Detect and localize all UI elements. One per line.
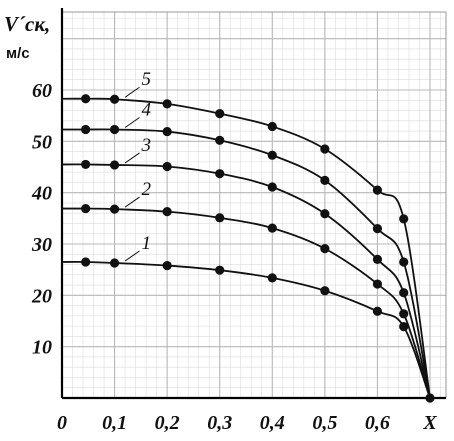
x-tick-label: 0,6 <box>365 412 390 434</box>
curve-label: 5 <box>141 69 151 90</box>
data-point-2 <box>215 213 225 223</box>
data-point-4 <box>372 224 383 234</box>
y-tick-label: 10 <box>32 337 52 359</box>
data-point-1 <box>81 257 91 267</box>
data-point-2 <box>81 203 91 214</box>
data-point-1 <box>215 265 225 275</box>
data-point-2 <box>267 223 277 233</box>
data-point-4 <box>215 135 225 145</box>
data-point-3 <box>372 254 383 264</box>
data-point-4 <box>320 175 330 185</box>
data-point-5 <box>215 109 225 119</box>
data-point-1 <box>320 286 330 296</box>
curve-label-leader <box>124 152 140 164</box>
data-point-2 <box>320 244 330 254</box>
data-point-4 <box>109 124 120 135</box>
data-point-3 <box>81 159 91 170</box>
curve-label: 4 <box>141 100 151 121</box>
x-tick-label: 0 <box>57 412 67 434</box>
data-point-5 <box>81 94 91 104</box>
data-point-5 <box>162 99 172 109</box>
series-line-4 <box>62 128 431 399</box>
curve-label: 2 <box>141 179 151 200</box>
curve-label-leader <box>124 250 140 262</box>
data-point-4 <box>162 126 172 137</box>
x-tick-label: 0,3 <box>207 412 232 434</box>
data-point-3 <box>215 169 225 179</box>
data-point-3 <box>109 160 120 170</box>
y-tick-label: 20 <box>31 285 52 307</box>
x-tick-label: 0,5 <box>312 412 337 434</box>
data-point-4 <box>399 257 409 267</box>
series-line-5 <box>61 97 431 399</box>
data-point-5 <box>109 94 120 104</box>
data-point-1 <box>267 273 277 283</box>
data-point-3 <box>320 209 330 219</box>
series-line-2 <box>61 207 431 399</box>
data-point-1 <box>109 258 120 268</box>
data-point-2 <box>109 204 120 214</box>
curve-label-leader <box>124 196 140 208</box>
data-point-2 <box>372 279 383 289</box>
curve-label-leader <box>124 117 140 128</box>
x-tick-label: 0,4 <box>260 412 285 434</box>
data-point-5 <box>372 185 383 195</box>
data-point-5 <box>320 144 330 154</box>
data-point-5 <box>399 214 409 224</box>
data-point-4 <box>267 150 277 160</box>
y-tick-label: 30 <box>31 234 52 256</box>
x-end-label: X <box>422 412 437 434</box>
data-point-1 <box>162 260 172 271</box>
convergence-point <box>425 393 435 403</box>
data-point-4 <box>81 124 91 135</box>
data-point-1 <box>372 306 383 316</box>
x-tick-label: 0,2 <box>155 412 180 434</box>
data-point-3 <box>267 182 277 192</box>
data-point-1 <box>399 322 409 332</box>
y-axis-title: V´ск, <box>4 12 50 36</box>
curve-label: 1 <box>141 233 151 254</box>
data-point-5 <box>267 121 277 132</box>
curve-label-leader <box>124 86 140 98</box>
curve-label: 3 <box>140 135 151 156</box>
data-point-2 <box>162 207 172 217</box>
y-tick-label: 60 <box>32 80 52 102</box>
data-point-2 <box>399 309 409 319</box>
y-tick-label: 40 <box>31 183 52 205</box>
series-line-3 <box>61 163 431 399</box>
x-tick-label: 0,1 <box>102 412 127 434</box>
series-line-1 <box>61 260 431 399</box>
y-tick-label: 50 <box>32 131 52 153</box>
data-point-3 <box>162 161 172 172</box>
data-point-3 <box>399 288 409 298</box>
y-axis-unit: м/с <box>6 45 30 62</box>
